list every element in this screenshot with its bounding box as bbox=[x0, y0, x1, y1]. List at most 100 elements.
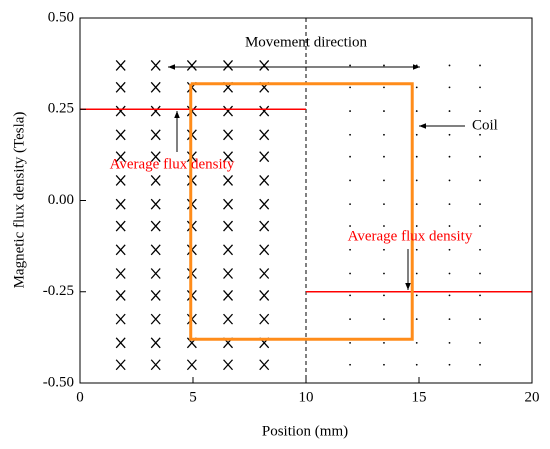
dot-marker bbox=[479, 64, 481, 67]
cross-marker bbox=[115, 220, 126, 232]
cross-marker bbox=[115, 198, 126, 210]
cross-marker bbox=[150, 60, 161, 71]
cross-marker bbox=[150, 129, 161, 141]
dot-marker bbox=[349, 133, 351, 136]
dot-marker bbox=[479, 203, 481, 206]
dot-marker bbox=[479, 318, 481, 321]
cross-marker bbox=[115, 244, 126, 256]
dot-marker bbox=[415, 203, 418, 206]
dot-marker bbox=[415, 318, 418, 321]
dot-marker bbox=[448, 110, 451, 112]
dot-marker bbox=[479, 363, 481, 366]
dot-marker bbox=[415, 155, 418, 158]
dot-marker bbox=[448, 318, 451, 321]
cross-marker bbox=[150, 289, 161, 301]
dot-marker bbox=[349, 272, 351, 275]
y-tick-label: -0.25 bbox=[43, 283, 74, 299]
cross-marker bbox=[223, 129, 234, 141]
cross-marker bbox=[150, 313, 161, 325]
dot-marker bbox=[415, 110, 418, 112]
dot-marker bbox=[448, 363, 451, 366]
dot-marker bbox=[383, 179, 385, 182]
cross-marker bbox=[259, 268, 270, 279]
dot-marker bbox=[383, 363, 385, 366]
dot-marker bbox=[448, 179, 451, 182]
cross-marker bbox=[259, 289, 270, 301]
cross-marker bbox=[150, 244, 161, 256]
dot-marker bbox=[415, 225, 418, 227]
dot-marker bbox=[383, 110, 385, 112]
dot-marker bbox=[383, 133, 385, 136]
dot-marker bbox=[349, 86, 351, 89]
cross-marker bbox=[223, 313, 234, 325]
x-tick-label: 10 bbox=[299, 389, 314, 405]
cross-marker bbox=[115, 289, 126, 301]
x-tick-label: 0 bbox=[76, 389, 84, 405]
dot-marker bbox=[415, 179, 418, 182]
cross-marker bbox=[186, 60, 197, 71]
y-tick-label: 0.50 bbox=[48, 9, 74, 25]
dot-marker bbox=[383, 225, 385, 227]
dot-marker bbox=[448, 294, 451, 297]
annotation: Average flux density bbox=[348, 228, 473, 244]
cross-marker bbox=[259, 129, 270, 141]
dot-marker bbox=[479, 341, 481, 344]
cross-marker bbox=[115, 81, 126, 93]
dot-marker bbox=[349, 64, 351, 67]
y-axis-label: Magnetic flux density (Tesla) bbox=[11, 112, 27, 289]
annotation: Movement direction bbox=[245, 34, 368, 50]
annotation: Average flux density bbox=[110, 156, 235, 172]
cross-marker bbox=[223, 289, 234, 301]
cross-marker bbox=[115, 268, 126, 279]
dot-marker bbox=[479, 86, 481, 89]
dot-marker bbox=[448, 155, 451, 158]
cross-marker bbox=[150, 220, 161, 232]
dot-marker bbox=[479, 179, 481, 182]
dot-marker bbox=[349, 341, 351, 344]
cross-marker bbox=[223, 60, 234, 71]
cross-marker bbox=[259, 313, 270, 325]
cross-marker bbox=[150, 198, 161, 210]
cross-marker bbox=[223, 359, 234, 371]
cross-marker bbox=[115, 129, 126, 141]
x-tick-label: 15 bbox=[412, 389, 427, 405]
dot-marker bbox=[415, 341, 418, 344]
dot-marker bbox=[415, 248, 418, 251]
cross-marker bbox=[259, 244, 270, 256]
dot-marker bbox=[479, 155, 481, 158]
dot-marker bbox=[383, 155, 385, 158]
dot-marker bbox=[349, 110, 351, 112]
cross-marker bbox=[223, 198, 234, 210]
dot-marker bbox=[383, 248, 385, 251]
cross-marker bbox=[115, 174, 126, 186]
cross-marker bbox=[115, 105, 126, 117]
dot-marker bbox=[479, 294, 481, 297]
cross-marker bbox=[115, 60, 126, 71]
dot-marker bbox=[349, 155, 351, 158]
dot-marker bbox=[448, 86, 451, 89]
dot-marker bbox=[383, 318, 385, 321]
dot-marker bbox=[383, 203, 385, 206]
cross-marker bbox=[259, 198, 270, 210]
cross-marker bbox=[150, 105, 161, 117]
cross-marker bbox=[223, 268, 234, 279]
dot-marker bbox=[415, 294, 418, 297]
dot-marker bbox=[448, 203, 451, 206]
dot-marker bbox=[448, 341, 451, 344]
dot-marker bbox=[415, 64, 418, 67]
cross-marker bbox=[259, 220, 270, 232]
cross-marker bbox=[223, 105, 234, 117]
cross-marker bbox=[115, 313, 126, 325]
dot-marker bbox=[479, 272, 481, 275]
cross-marker bbox=[150, 174, 161, 186]
cross-marker bbox=[115, 359, 126, 371]
cross-marker bbox=[115, 337, 126, 349]
dot-marker bbox=[415, 363, 418, 366]
dot-marker bbox=[448, 133, 451, 136]
cross-marker bbox=[150, 81, 161, 93]
dot-marker bbox=[479, 133, 481, 136]
cross-marker bbox=[150, 337, 161, 349]
cross-marker bbox=[259, 359, 270, 371]
